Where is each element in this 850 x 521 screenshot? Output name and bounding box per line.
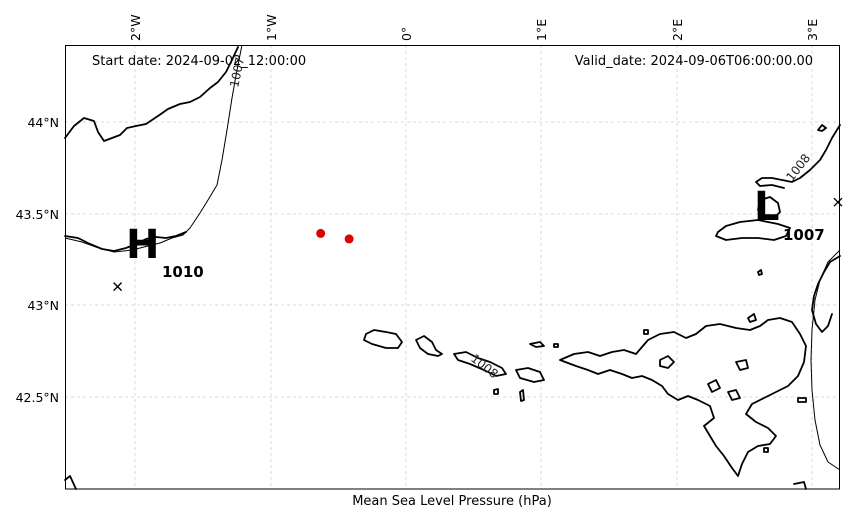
high-pressure-letter: H [126,222,159,268]
lat-tick-42-5n: 42.5°N [16,390,59,405]
contour-se-hole-2 [707,379,721,393]
contour-mid-island-5 [519,389,525,402]
contour-low-lobe [715,219,791,241]
contour-mid-island-3 [453,351,507,377]
lon-tick-2e: 2°E [670,19,685,41]
contour-southeast-mass [559,317,807,477]
low-pressure-letter: L [754,184,780,230]
contour-right-lower [811,255,841,333]
low-pressure-value: 1007 [783,226,825,244]
contour-se-hole-1 [659,355,675,369]
map-frame [65,45,840,490]
x-axis-label: Mean Sea Level Pressure (hPa) [352,494,552,509]
lon-tick-0: 0° [399,27,414,41]
marks-layer [113,197,843,292]
contour-mid-island-1 [363,329,403,349]
contour-mid-island-6 [493,388,499,395]
lat-tick-43-5n: 43.5°N [16,207,59,222]
contour-mid-island-8 [553,343,559,348]
contour-mid-island-2 [415,335,443,357]
contour-se-small-2 [797,397,807,403]
gridlines [65,45,840,489]
low-center-x [833,197,843,207]
red-point-2 [344,234,354,244]
lon-tick-1e: 1°E [534,19,549,41]
lat-tick-43n: 43°N [27,298,59,313]
contour-small-4 [643,329,649,335]
start-date-label: Start date: 2024-09-02_12:00:00 [92,54,306,69]
valid-date-label: Valid_date: 2024-09-06T06:00:00.00 [575,54,813,69]
contour-sw-corner [64,475,77,490]
contour-north-right [817,124,827,132]
contour-right-edge [755,124,841,189]
french-coast [64,44,243,253]
contour-mid-island-4 [515,367,545,383]
lon-tick-3e: 3°E [805,19,820,41]
lon-tick-1w: 1°W [264,14,279,41]
contour-se-small-1 [763,447,769,453]
contour-h-lobe [64,231,187,252]
contour-se-hole-3 [727,389,741,401]
high-center-x [113,282,123,292]
pressure-contours [64,46,841,490]
lat-tick-44n: 44°N [27,115,59,130]
contour-small-1 [757,269,763,276]
contour-small-2 [747,313,757,323]
longitude-ticks: 2°W 1°W 0° 1°E 2°E 3°E [128,14,820,41]
red-point-1 [316,228,326,238]
contour-label-1007: 1007 [227,56,247,89]
contour-mid-island-7 [529,341,545,348]
coastlines [64,44,841,471]
contour-low-blob [757,196,781,219]
contour-north-left [64,46,239,142]
contour-se-small-3 [793,481,807,490]
spanish-coast-east [810,249,841,471]
high-pressure-value: 1010 [162,263,204,281]
lon-tick-2w: 2°W [128,14,143,41]
contour-se-hole-4 [735,359,749,371]
latitude-ticks: 44°N 43.5°N 43°N 42.5°N [16,115,59,405]
